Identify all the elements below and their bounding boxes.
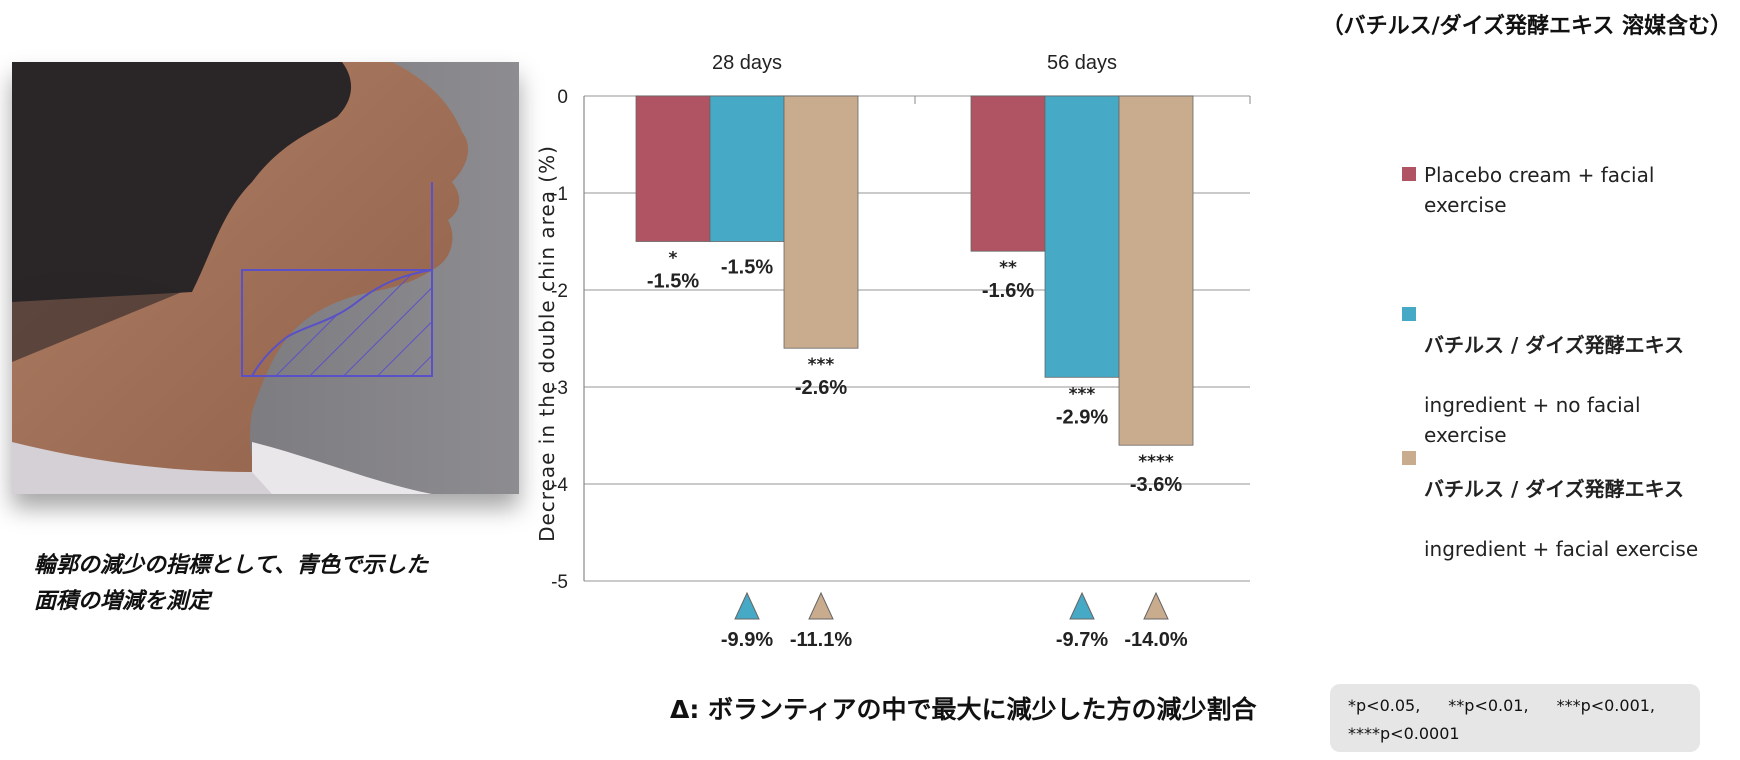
significance-0-2: *** [808, 355, 835, 375]
bar-0-0 [635, 95, 711, 242]
bar-1-0 [970, 95, 1046, 252]
legend-item-no-exercise: バチルス / ダイズ発酵エキス ingredient + no facial e… [1402, 300, 1684, 450]
bar-chart: 0 -1 -2 -3 -4 -5 Decreae in the double chin ar… [535, 52, 1251, 651]
max-reduction-triangle-0 [734, 591, 760, 620]
y-tick-label-3: -3 [551, 378, 568, 399]
chart-top-title: （バチルス/ダイズ発酵エキス 溶媒含む） [1321, 14, 1732, 39]
legend-item-with-exercise: バチルス / ダイズ発酵エキス ingredient + facial exer… [1402, 444, 1698, 564]
pvalue-4: ****p<0.0001 [1348, 724, 1460, 743]
value-label-1-1: -2.9% [1056, 406, 1108, 428]
value-label-1-2: -3.6% [1130, 474, 1182, 496]
legend-label-with-exercise: ingredient + facial exercise [1424, 537, 1699, 561]
max-reduction-label-2: -9.7% [1056, 629, 1108, 651]
value-label-0-2: -2.6% [795, 377, 847, 399]
y-tick-label-2: -2 [551, 281, 568, 302]
footnote-delta: Δ: ボランティアの中で最大に減少した方の減少割合 [670, 695, 1257, 724]
category-label-0: 28 days [712, 52, 782, 74]
max-reduction-triangle-3 [1143, 591, 1169, 620]
max-reduction-triangle-1 [808, 591, 834, 620]
pvalue-1: *p<0.05, [1348, 696, 1421, 715]
neck-photo-illustration [12, 62, 519, 494]
max-reduction-triangle-2 [1069, 591, 1095, 620]
legend-prefix-with-exercise: バチルス / ダイズ発酵エキス [1424, 477, 1685, 501]
max-reduction-label-0: -9.9% [721, 629, 773, 651]
pvalue-2: **p<0.01, [1448, 696, 1529, 715]
neck-photo [12, 62, 519, 494]
pvalue-legend: *p<0.05, **p<0.01, ***p<0.001, ****p<0.000… [1330, 684, 1700, 752]
legend-label-placebo: Placebo cream + facial exercise [1424, 163, 1655, 217]
legend-item-placebo: Placebo cream + facial exercise [1402, 160, 1654, 220]
value-label-0-1: -1.5% [721, 257, 773, 279]
legend-label-no-exercise: ingredient + no facial exercise [1424, 393, 1641, 447]
legend-swatch-placebo [1402, 167, 1416, 181]
y-tick-label-1: -1 [551, 184, 568, 205]
pvalue-3: ***p<0.001, [1556, 696, 1656, 715]
significance-1-1: *** [1069, 384, 1096, 404]
legend-swatch-no-exercise [1402, 307, 1416, 321]
legend-prefix-no-exercise: バチルス / ダイズ発酵エキス [1424, 333, 1685, 357]
y-tick-label-4: -4 [551, 475, 568, 496]
bar-0-2 [783, 95, 859, 349]
legend-swatch-with-exercise [1402, 451, 1416, 465]
max-reduction-label-1: -11.1% [790, 629, 852, 651]
caption-line-2: 面積の増減を測定 [34, 589, 211, 614]
caption-line-1: 輪郭の減少の指標として、青色で示した [34, 553, 429, 578]
bar-1-2 [1118, 95, 1194, 446]
category-label-1: 56 days [1047, 52, 1117, 74]
significance-0-0: * [669, 249, 678, 269]
max-reduction-label-3: -14.0% [1124, 629, 1188, 651]
value-label-0-0: -1.5% [647, 271, 699, 293]
y-axis-title: Decreae in the double chin area (%) [535, 145, 559, 542]
bar-1-1 [1044, 95, 1120, 378]
value-label-1-0: -1.6% [982, 280, 1034, 302]
significance-1-0: ** [999, 258, 1017, 278]
y-tick-label-0: 0 [557, 87, 568, 108]
bar-0-1 [709, 95, 785, 242]
significance-1-2: **** [1138, 452, 1174, 472]
photo-caption: 輪郭の減少の指標として、青色で示した 面積の増減を測定 [34, 548, 504, 620]
y-tick-label-5: -5 [551, 572, 568, 593]
